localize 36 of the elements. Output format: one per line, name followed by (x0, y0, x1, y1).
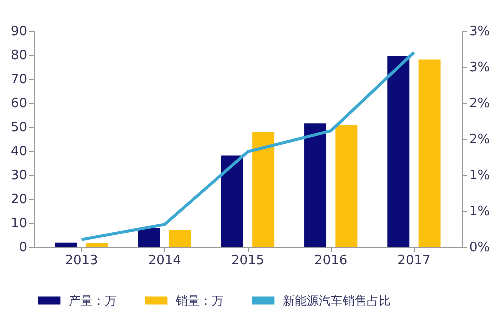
bar (86, 243, 108, 247)
bar (336, 125, 358, 247)
legend-label: 产量：万 (69, 294, 117, 308)
y-tick-label: 80 (10, 48, 28, 64)
line-series (80, 51, 416, 242)
y2-tick-label: 1% (470, 204, 490, 220)
bar (388, 56, 410, 247)
x-tick-label: 2017 (398, 254, 431, 268)
y2-tick-label: 0% (470, 240, 490, 256)
x-tick-label: 2015 (231, 254, 265, 268)
y2-tick-label: 3% (470, 24, 490, 40)
bar (252, 132, 275, 247)
y-tick-label: 70 (10, 72, 28, 88)
bar (138, 228, 160, 247)
x-tick-label: 2016 (314, 254, 348, 268)
legend-label: 新能源汽车销售占比 (283, 294, 391, 308)
bar (221, 156, 244, 247)
y2-tick-label: 2% (470, 96, 490, 112)
y-tick-label: 20 (10, 192, 28, 208)
y2-tick-label: 2% (470, 132, 490, 148)
bar (55, 242, 78, 247)
x-tick-label: 2014 (148, 254, 182, 268)
y-tick-label: 50 (10, 120, 28, 136)
y-tick-label: 10 (10, 216, 28, 232)
y-tick-label: 0 (19, 240, 28, 256)
bar (304, 124, 327, 247)
y2-tick-label: 3% (470, 60, 490, 76)
y-tick-label: 40 (10, 144, 28, 160)
y-tick-label: 60 (10, 96, 28, 112)
legend-label: 销量：万 (175, 294, 224, 308)
bar (418, 60, 441, 247)
y-tick-label: 30 (10, 168, 28, 184)
y-tick-label: 90 (10, 24, 28, 40)
x-tick-label: 2013 (65, 254, 98, 268)
bar (169, 230, 192, 247)
y2-tick-label: 1% (470, 168, 490, 184)
